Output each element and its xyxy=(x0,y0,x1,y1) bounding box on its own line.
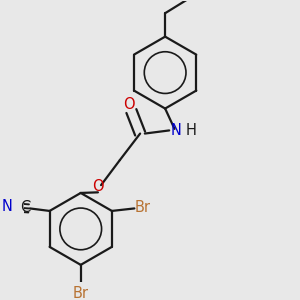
Text: H: H xyxy=(185,123,196,138)
Text: O: O xyxy=(92,178,104,194)
Text: O: O xyxy=(123,97,135,112)
Text: N: N xyxy=(1,199,12,214)
Text: Br: Br xyxy=(73,286,89,300)
Text: Br: Br xyxy=(134,200,150,215)
Text: C: C xyxy=(20,200,30,215)
Text: N: N xyxy=(171,123,182,138)
